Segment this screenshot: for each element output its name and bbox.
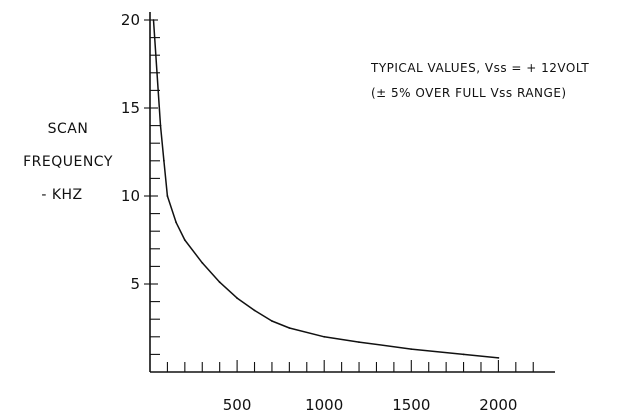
chart-annotation: TYPICAL VALUES, Vss = + 12VOLT (± 5% OVER…	[370, 61, 589, 100]
data-point	[358, 341, 360, 343]
axis-tick-labels: 500 1000 1500 2000 5 10 15 20	[121, 11, 518, 411]
y-tick-label: 15	[121, 99, 140, 117]
annotation-line: (± 5% OVER FULL Vss RANGE)	[371, 86, 567, 100]
x-tick-label: 500	[223, 396, 252, 411]
data-point	[183, 239, 186, 241]
data-point	[462, 353, 465, 356]
data-point	[271, 320, 273, 322]
x-tick-label: 1500	[392, 396, 430, 411]
y-tick-label: 10	[121, 187, 140, 205]
data-point	[497, 357, 500, 359]
axes	[149, 12, 555, 373]
annotation-line: TYPICAL VALUES, Vss = + 12VOLT	[370, 61, 589, 75]
data-point	[166, 195, 169, 197]
data-point	[152, 19, 155, 21]
y-tick-label: 5	[130, 275, 140, 293]
data-point	[201, 262, 204, 264]
series-line	[152, 19, 499, 359]
y-axis-label: SCAN FREQUENCY - KHZ	[23, 121, 113, 203]
x-tick-label: 2000	[479, 396, 517, 411]
data-point	[163, 159, 165, 162]
data-point	[288, 327, 291, 329]
data-point	[410, 348, 413, 350]
series-group	[152, 19, 500, 359]
y-axis-label-line: FREQUENCY	[23, 154, 113, 170]
y-axis-label-line: - KHZ	[41, 187, 82, 203]
data-point	[236, 297, 239, 299]
axis-ticks	[144, 19, 534, 372]
data-point	[159, 124, 162, 127]
y-tick-label: 20	[121, 11, 140, 29]
data-point	[175, 221, 178, 224]
y-axis-label-line: SCAN	[48, 121, 89, 137]
x-tick-label: 1000	[305, 396, 343, 411]
data-point	[323, 335, 326, 338]
data-point	[253, 309, 256, 312]
data-point	[218, 281, 221, 284]
data-point	[156, 71, 158, 74]
